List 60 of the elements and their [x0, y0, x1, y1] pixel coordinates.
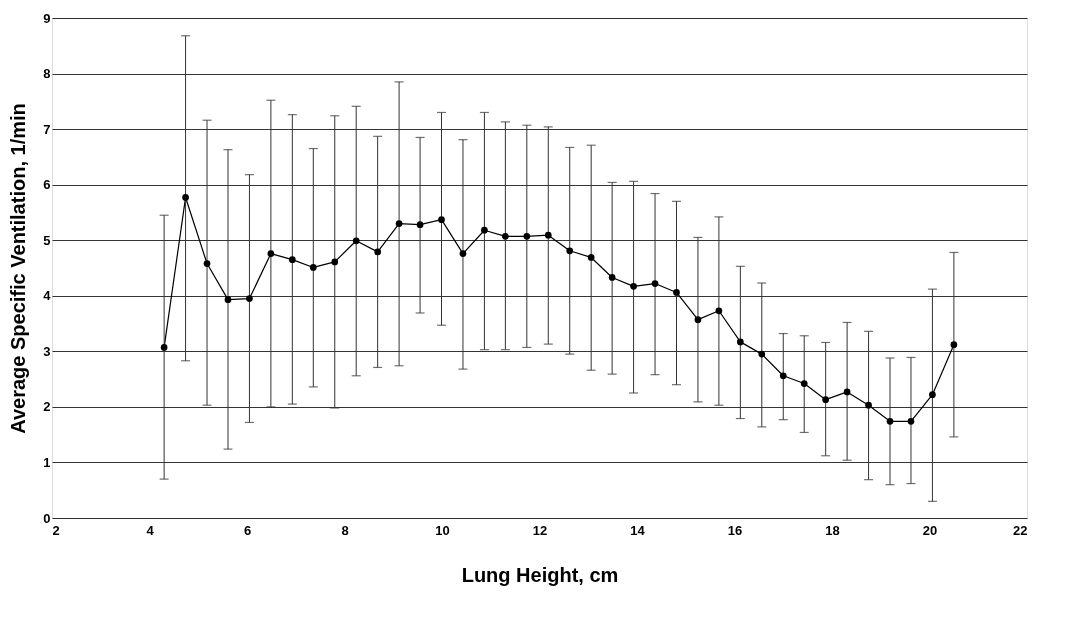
- point: [800, 380, 808, 387]
- x-tick-label: 8: [341, 522, 349, 538]
- x-axis-title: Lung Height, cm: [461, 563, 619, 586]
- x-tick-label: 12: [532, 522, 548, 538]
- point: [822, 396, 830, 404]
- point: [907, 417, 915, 425]
- point: [886, 417, 894, 425]
- y-tick-label: 0: [43, 510, 51, 526]
- y-tick-label: 1: [43, 454, 51, 470]
- y-tick-label: 3: [43, 343, 51, 359]
- point: [544, 231, 552, 239]
- point: [673, 289, 680, 296]
- point: [651, 280, 659, 287]
- x-tick-label: 4: [146, 522, 155, 538]
- point: [416, 221, 424, 229]
- y-tick-label: 2: [43, 399, 51, 415]
- point: [779, 372, 787, 380]
- y-tick-label: 7: [43, 121, 51, 137]
- x-tick-label: 16: [727, 522, 743, 538]
- point: [502, 232, 509, 240]
- point: [267, 250, 275, 257]
- point: [224, 296, 232, 304]
- point: [481, 226, 488, 234]
- y-tick-label: 8: [43, 66, 51, 82]
- point: [865, 401, 872, 409]
- point: [587, 254, 595, 261]
- point: [843, 388, 851, 396]
- x-tick-label: 20: [922, 522, 938, 538]
- point: [523, 232, 531, 240]
- point: [395, 220, 403, 227]
- x-tick-label: 22: [1013, 522, 1028, 538]
- point: [331, 258, 339, 266]
- y-tick-label: 6: [43, 177, 51, 193]
- y-tick-label: 9: [43, 10, 51, 26]
- y-axis-title: Average Specific Ventilation, 1/min: [7, 103, 30, 434]
- x-tick-label: 18: [825, 522, 840, 538]
- point: [758, 350, 766, 358]
- point: [694, 316, 702, 324]
- point: [438, 216, 445, 224]
- point: [160, 344, 168, 351]
- point: [309, 264, 317, 271]
- point: [288, 256, 296, 264]
- point: [737, 338, 744, 346]
- point: [203, 260, 211, 267]
- point: [950, 341, 958, 349]
- point: [608, 274, 616, 281]
- point: [715, 307, 723, 315]
- x-tick-label: 10: [435, 522, 450, 538]
- point: [374, 248, 381, 256]
- point: [630, 282, 637, 290]
- point: [246, 295, 253, 302]
- point: [352, 237, 360, 245]
- x-tick-label: 6: [243, 522, 252, 538]
- x-tick-label: 14: [630, 522, 646, 538]
- point: [566, 247, 574, 255]
- point: [929, 391, 936, 399]
- point: [459, 250, 467, 257]
- y-tick-label: 5: [43, 232, 51, 248]
- y-tick-label: 4: [43, 288, 52, 304]
- point: [182, 194, 189, 201]
